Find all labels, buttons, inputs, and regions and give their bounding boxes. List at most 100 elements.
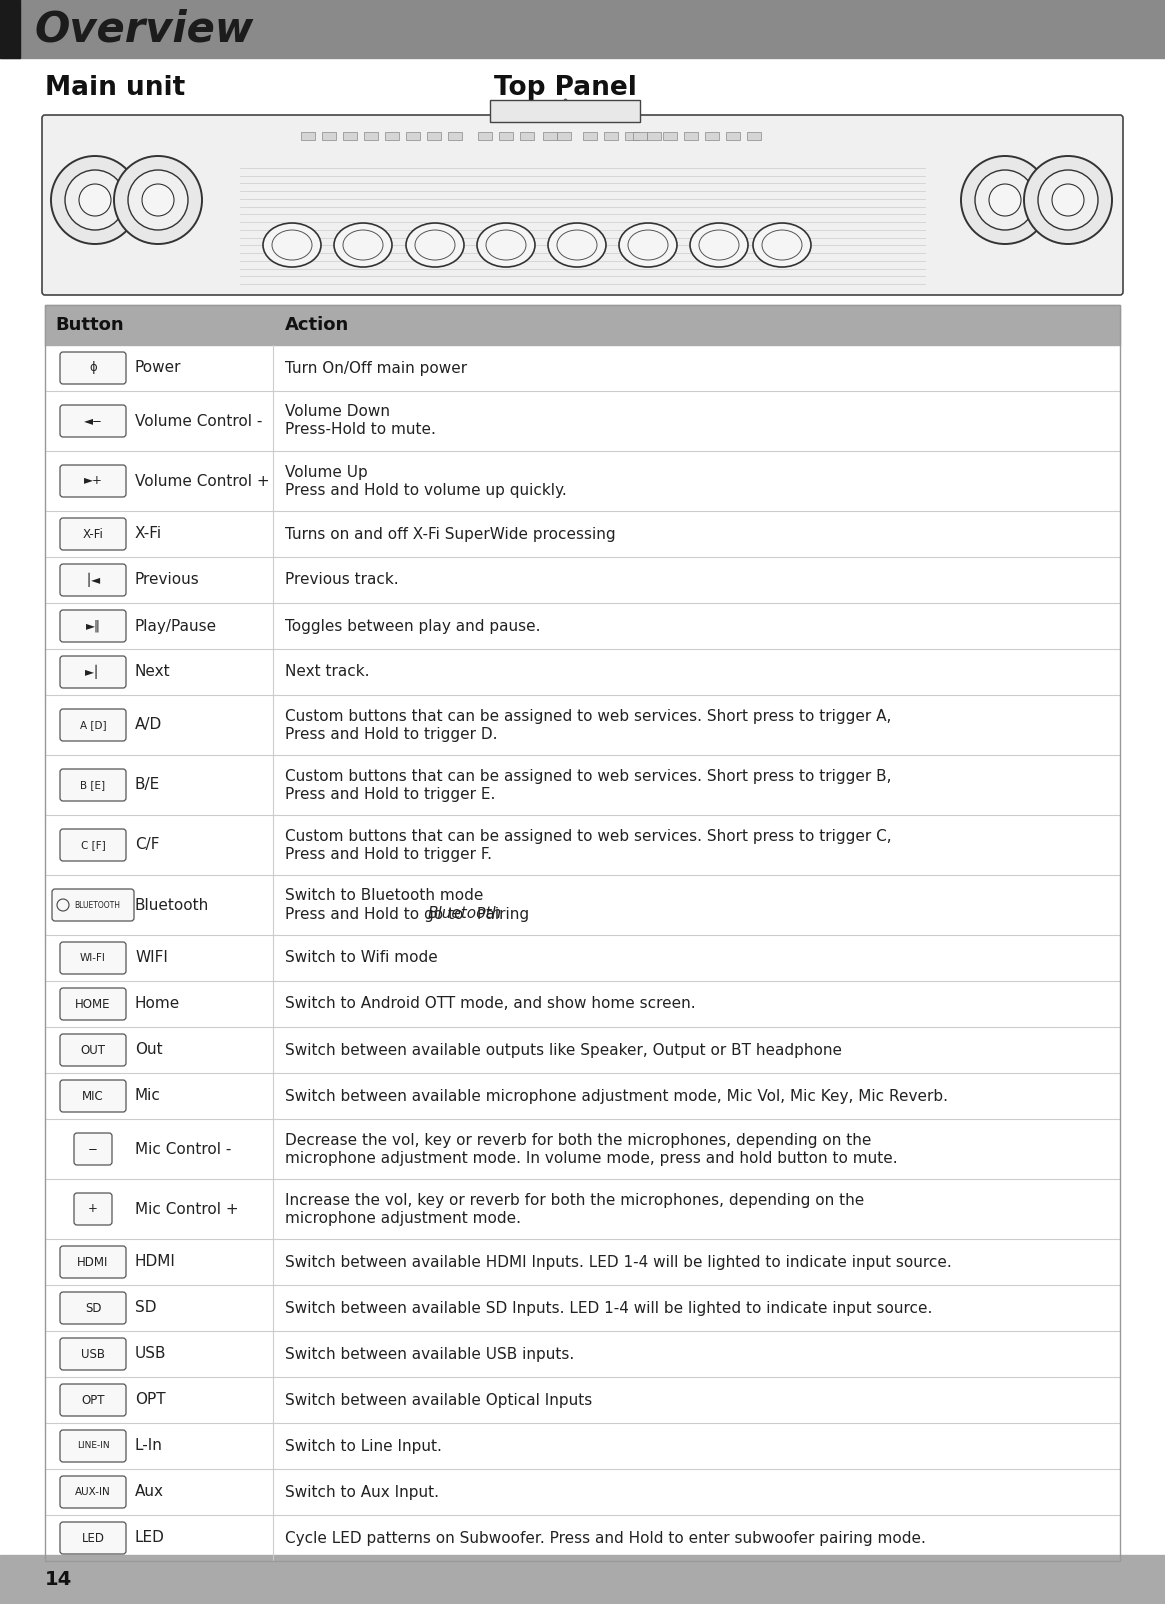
Bar bbox=[45, 755, 1120, 815]
FancyBboxPatch shape bbox=[61, 518, 126, 550]
Bar bbox=[45, 1179, 1120, 1238]
Text: Press and Hold to trigger E.: Press and Hold to trigger E. bbox=[285, 786, 495, 802]
Bar bbox=[0, 0, 20, 58]
Text: Play/Pause: Play/Pause bbox=[135, 619, 217, 634]
Bar bbox=[45, 982, 1120, 1027]
Bar bbox=[322, 132, 336, 140]
Text: microphone adjustment mode.: microphone adjustment mode. bbox=[285, 1211, 521, 1225]
Bar bbox=[45, 1423, 1120, 1469]
Text: Press and Hold to trigger D.: Press and Hold to trigger D. bbox=[285, 727, 497, 741]
Bar bbox=[45, 305, 1120, 1561]
Text: MIC: MIC bbox=[82, 1089, 104, 1102]
Text: Top Panel: Top Panel bbox=[494, 75, 636, 101]
Ellipse shape bbox=[476, 223, 535, 266]
Text: Aux: Aux bbox=[135, 1484, 164, 1500]
Ellipse shape bbox=[263, 223, 322, 266]
Bar bbox=[0, 1554, 1165, 1604]
Bar bbox=[384, 132, 398, 140]
FancyBboxPatch shape bbox=[61, 1079, 126, 1112]
Text: B [E]: B [E] bbox=[80, 780, 106, 791]
Bar bbox=[45, 650, 1120, 695]
FancyBboxPatch shape bbox=[61, 942, 126, 974]
Ellipse shape bbox=[334, 223, 391, 266]
Text: Switch to Wifi mode: Switch to Wifi mode bbox=[285, 951, 438, 966]
Text: OUT: OUT bbox=[80, 1044, 106, 1057]
Text: Custom buttons that can be assigned to web services. Short press to trigger C,: Custom buttons that can be assigned to w… bbox=[285, 829, 891, 844]
Text: LED: LED bbox=[82, 1532, 105, 1545]
Text: Switch between available USB inputs.: Switch between available USB inputs. bbox=[285, 1346, 574, 1362]
FancyBboxPatch shape bbox=[61, 565, 126, 597]
Bar bbox=[45, 512, 1120, 557]
Bar bbox=[543, 132, 557, 140]
Circle shape bbox=[51, 156, 139, 244]
Text: HOME: HOME bbox=[76, 998, 111, 1011]
Text: WIFI: WIFI bbox=[135, 951, 168, 966]
Bar bbox=[45, 305, 1120, 345]
Text: LINE-IN: LINE-IN bbox=[77, 1442, 110, 1450]
FancyBboxPatch shape bbox=[61, 1246, 126, 1278]
Text: Custom buttons that can be assigned to web services. Short press to trigger B,: Custom buttons that can be assigned to w… bbox=[285, 768, 891, 783]
Text: Switch to Aux Input.: Switch to Aux Input. bbox=[285, 1484, 439, 1500]
FancyBboxPatch shape bbox=[61, 768, 126, 800]
Text: L-In: L-In bbox=[135, 1439, 163, 1453]
Circle shape bbox=[128, 170, 188, 229]
Text: X-Fi: X-Fi bbox=[135, 526, 162, 542]
FancyBboxPatch shape bbox=[61, 1035, 126, 1067]
Text: Switch between available SD Inputs. LED 1-4 will be lighted to indicate input so: Switch between available SD Inputs. LED … bbox=[285, 1301, 932, 1315]
Bar bbox=[45, 935, 1120, 982]
Text: microphone adjustment mode. In volume mode, press and hold button to mute.: microphone adjustment mode. In volume mo… bbox=[285, 1150, 897, 1166]
Bar bbox=[647, 132, 661, 140]
Bar bbox=[428, 132, 442, 140]
Bar bbox=[405, 132, 421, 140]
Bar bbox=[45, 1331, 1120, 1376]
Text: Switch to Line Input.: Switch to Line Input. bbox=[285, 1439, 442, 1453]
Text: ϕ: ϕ bbox=[90, 361, 97, 374]
Text: AUX-IN: AUX-IN bbox=[75, 1487, 111, 1497]
Bar bbox=[490, 99, 640, 122]
Bar bbox=[45, 695, 1120, 755]
Bar bbox=[45, 815, 1120, 876]
Text: WI-FI: WI-FI bbox=[80, 953, 106, 962]
FancyBboxPatch shape bbox=[42, 115, 1123, 295]
Text: Power: Power bbox=[135, 361, 182, 375]
Text: Turns on and off X-Fi SuperWide processing: Turns on and off X-Fi SuperWide processi… bbox=[285, 526, 615, 542]
Bar bbox=[499, 132, 513, 140]
Bar bbox=[45, 119, 245, 292]
Bar bbox=[45, 1120, 1120, 1179]
Text: 14: 14 bbox=[45, 1570, 72, 1590]
Text: LED: LED bbox=[135, 1530, 165, 1546]
Text: Previous: Previous bbox=[135, 573, 199, 587]
Circle shape bbox=[961, 156, 1048, 244]
Text: Main unit: Main unit bbox=[45, 75, 185, 101]
Bar bbox=[45, 1027, 1120, 1073]
Bar bbox=[363, 132, 377, 140]
Bar bbox=[582, 132, 596, 140]
Bar bbox=[45, 391, 1120, 451]
Text: Toggles between play and pause.: Toggles between play and pause. bbox=[285, 619, 541, 634]
Circle shape bbox=[1038, 170, 1097, 229]
Text: HDMI: HDMI bbox=[135, 1254, 176, 1269]
Text: Next: Next bbox=[135, 664, 170, 680]
Bar bbox=[747, 132, 761, 140]
Bar bbox=[449, 132, 463, 140]
Text: Home: Home bbox=[135, 996, 181, 1012]
FancyBboxPatch shape bbox=[61, 988, 126, 1020]
Circle shape bbox=[1024, 156, 1113, 244]
Bar bbox=[603, 132, 617, 140]
Text: B/E: B/E bbox=[135, 778, 161, 792]
Circle shape bbox=[989, 184, 1021, 217]
Circle shape bbox=[79, 184, 111, 217]
Text: −: − bbox=[89, 1142, 98, 1155]
Bar bbox=[633, 132, 647, 140]
Text: Mic Control +: Mic Control + bbox=[135, 1201, 239, 1216]
Circle shape bbox=[65, 170, 125, 229]
Text: C/F: C/F bbox=[135, 837, 160, 852]
Text: Custom buttons that can be assigned to web services. Short press to trigger A,: Custom buttons that can be assigned to w… bbox=[285, 709, 891, 723]
Text: C [F]: C [F] bbox=[80, 840, 105, 850]
Text: SD: SD bbox=[85, 1301, 101, 1315]
Text: Bluetooth: Bluetooth bbox=[135, 898, 210, 913]
Bar bbox=[45, 1376, 1120, 1423]
Text: Overview: Overview bbox=[34, 10, 253, 51]
Text: Button: Button bbox=[55, 316, 123, 334]
Text: Press and Hold to trigger F.: Press and Hold to trigger F. bbox=[285, 847, 492, 861]
